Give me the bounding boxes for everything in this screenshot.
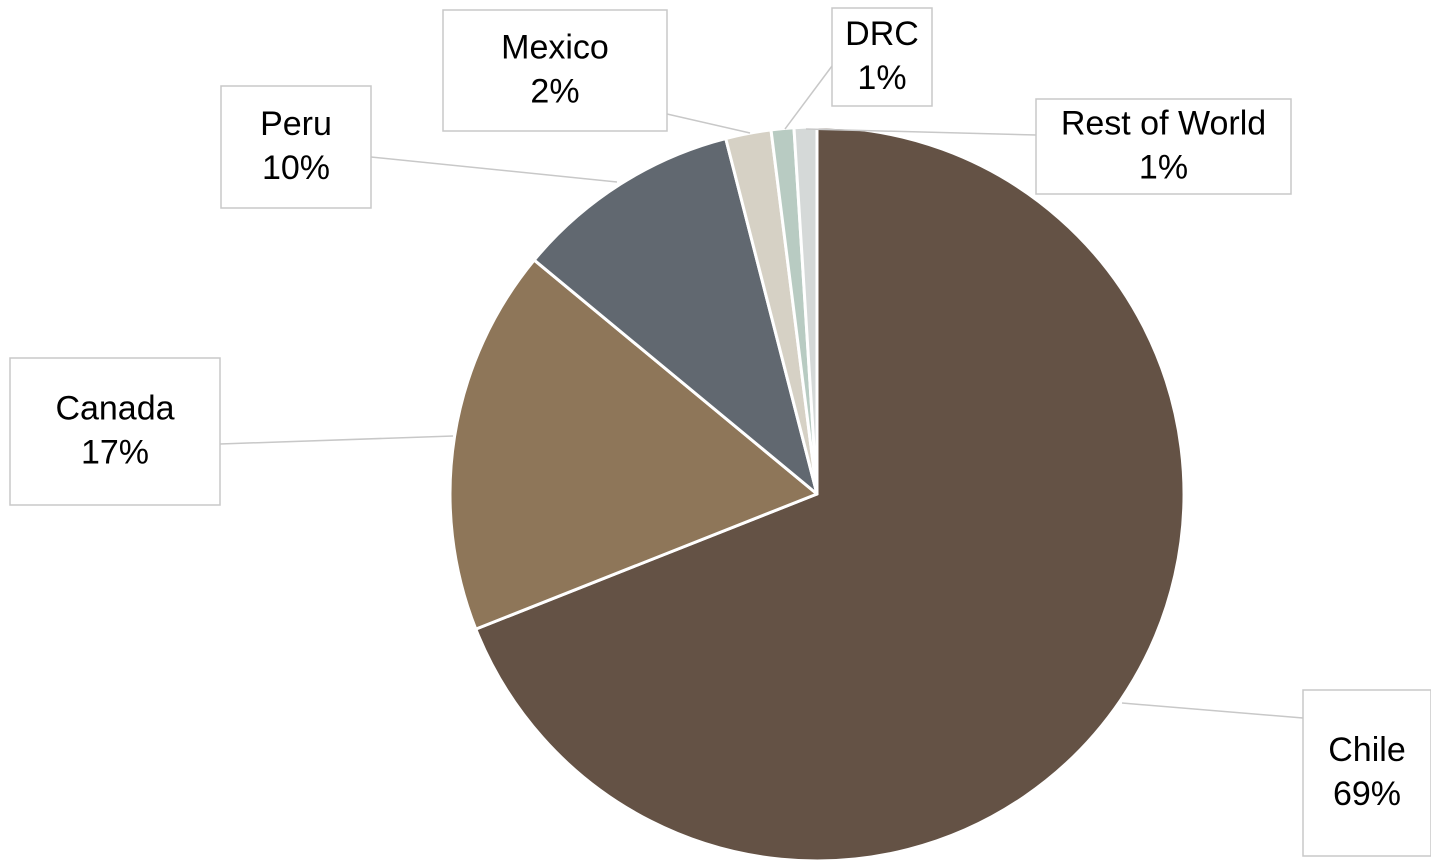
- callout-peru: Peru 10%: [220, 85, 372, 209]
- callout-box: [442, 9, 668, 132]
- leader-line-rest-of-world: [805, 128, 1037, 136]
- leader-line-peru: [370, 156, 618, 183]
- callout-box: [1035, 98, 1292, 195]
- slice-percentage: 2%: [530, 73, 579, 111]
- callout-box: [831, 7, 933, 107]
- data-label-callouts: Chile69%Canada17%Peru10%Mexico2%DRC1%Res…: [9, 7, 1431, 857]
- slice-label: Peru: [260, 105, 332, 143]
- slice-label: Chile: [1328, 731, 1405, 769]
- callout-box: [220, 85, 372, 209]
- pie-slices: [448, 125, 1186, 861]
- leader-line-mexico: [666, 113, 751, 134]
- callout-chile: Chile 69%: [1302, 689, 1431, 857]
- slice-label: Rest of World: [1061, 105, 1266, 143]
- callout-mexico: Mexico 2%: [442, 9, 668, 132]
- pie-slice-peru: [532, 137, 819, 496]
- callout-rest-of-world: Rest of World 1%: [1035, 98, 1292, 195]
- slice-percentage: 17%: [81, 434, 149, 472]
- leader-line-canada: [219, 435, 454, 445]
- slice-percentage: 1%: [857, 59, 906, 97]
- leader-line-drc: [784, 65, 833, 130]
- slice-label: Mexico: [501, 29, 609, 67]
- callout-box: [1302, 689, 1431, 857]
- slice-label: DRC: [845, 15, 919, 53]
- slice-label: Canada: [55, 390, 174, 428]
- callout-canada: Canada 17%: [9, 357, 221, 506]
- leader-lines: [219, 65, 1304, 719]
- callout-box: [9, 357, 221, 506]
- pie-slice-canada: [448, 258, 819, 631]
- slice-percentage: 10%: [262, 149, 330, 187]
- leader-line-chile: [1121, 702, 1304, 719]
- pie-slice-rest-of-world: [792, 125, 819, 496]
- callout-drc: DRC 1%: [831, 7, 933, 107]
- pie-slice-chile: [474, 125, 1186, 861]
- slice-percentage: 1%: [1139, 149, 1188, 187]
- slice-percentage: 69%: [1333, 775, 1401, 813]
